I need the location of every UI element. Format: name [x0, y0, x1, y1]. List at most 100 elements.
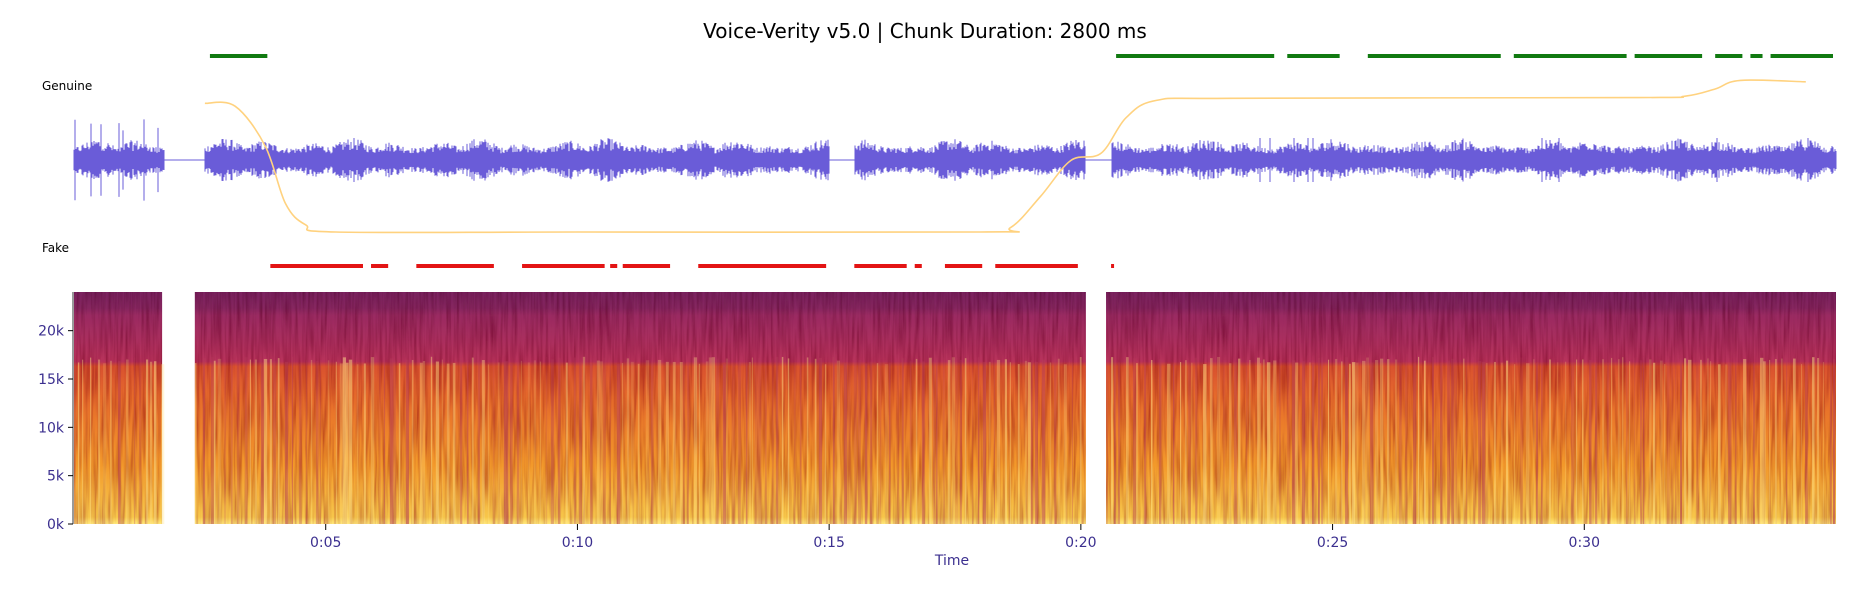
- fake-segment-bar: [995, 264, 1078, 268]
- spectrogram-streak: [422, 360, 426, 524]
- spectrogram-streak: [1793, 358, 1796, 524]
- fake-segment-bar: [622, 264, 671, 268]
- spectrogram-streak: [1185, 360, 1187, 524]
- spectrogram-streak: [1664, 364, 1666, 524]
- spectrogram-streak: [1466, 357, 1468, 524]
- spectrogram-streak: [1173, 364, 1175, 524]
- spectrogram-streak: [1292, 360, 1296, 524]
- spectrogram-streak: [363, 363, 366, 524]
- spectrogram-streak: [1238, 358, 1241, 524]
- spectrogram-streak: [405, 359, 409, 524]
- spectrogram-streak: [223, 362, 227, 524]
- spectrogram-streak: [1526, 363, 1530, 524]
- fake-segment-bar: [522, 264, 605, 268]
- spectrogram-streak: [1557, 362, 1559, 524]
- spectrogram-streak: [988, 361, 991, 524]
- spectrogram-streak: [857, 359, 861, 524]
- y-tick-label: 0k: [47, 517, 65, 533]
- spectrogram-streak: [1151, 360, 1153, 524]
- spectrogram-streak: [1309, 362, 1311, 524]
- spectrogram-streak: [194, 363, 197, 524]
- spectrogram-streak: [1345, 357, 1349, 524]
- spectrogram-streak: [1328, 359, 1330, 524]
- spectrogram-streak: [1273, 360, 1277, 524]
- spectrogram-streak: [824, 364, 827, 524]
- spectrogram-streak: [582, 356, 586, 524]
- spectrogram-streak: [1817, 357, 1820, 524]
- y-tick-label: 10k: [38, 420, 65, 436]
- spectrogram-streak: [230, 359, 233, 524]
- chart-title: Voice-Verity v5.0 | Chunk Duration: 2800…: [703, 19, 1147, 43]
- spectrogram-streak: [928, 357, 932, 524]
- fake-segment-bar: [371, 264, 389, 268]
- spectrogram-streak: [126, 359, 129, 524]
- spectrogram-streak: [1295, 362, 1299, 524]
- spectrogram-streak: [78, 362, 80, 524]
- spectrogram-streak: [698, 363, 701, 524]
- spectrogram-streak: [459, 357, 463, 524]
- spectrogram-streak: [139, 363, 142, 524]
- spectrogram-streak: [1707, 358, 1709, 524]
- spectrogram-streak: [737, 361, 742, 524]
- spectrogram-streak: [869, 361, 873, 524]
- spectrogram-streak: [1494, 361, 1496, 524]
- spectrogram-streak: [1688, 359, 1692, 524]
- spectrogram-streak: [446, 363, 450, 524]
- spectrogram-streak: [616, 364, 621, 524]
- spectrogram-streak: [596, 360, 600, 524]
- spectrogram-streak: [398, 363, 401, 524]
- spectrogram-streak: [1136, 363, 1138, 524]
- spectrogram-streak: [1649, 359, 1652, 524]
- spectrogram-streak: [693, 357, 698, 524]
- spectrogram-streak: [516, 361, 520, 524]
- spectrogram-streak: [954, 357, 959, 524]
- spectrogram-streak: [814, 358, 817, 524]
- genuine-segment-bar: [1634, 54, 1703, 58]
- spectrogram-streak: [1533, 359, 1535, 524]
- spectrogram-streak: [1118, 362, 1121, 524]
- spectrogram-streak: [1370, 362, 1374, 524]
- genuine-segment-bar: [1513, 54, 1627, 58]
- spectrogram-streak: [1133, 358, 1137, 524]
- spectrogram-streak: [679, 361, 683, 524]
- spectrogram-streak: [1653, 362, 1656, 524]
- spectrogram-streak: [315, 360, 319, 524]
- spectrogram-streak: [722, 364, 726, 524]
- spectrogram-streak: [787, 358, 790, 524]
- genuine-probability-line: [204, 79, 1806, 234]
- genuine-segment-bar: [1770, 54, 1833, 58]
- spectrogram-streak: [1781, 358, 1783, 524]
- spectrogram-streak: [1607, 362, 1610, 524]
- spectrogram-streak: [1451, 358, 1455, 524]
- spectrogram-streak: [202, 357, 206, 524]
- spectrogram-streak: [942, 357, 945, 524]
- spectrogram-streak: [686, 363, 689, 524]
- spectrogram-streak: [527, 362, 530, 524]
- spectrogram-streak: [1775, 358, 1777, 524]
- spectrogram-streak: [1753, 363, 1755, 524]
- spectrogram-streak: [419, 362, 423, 524]
- spectrogram-streak: [1514, 364, 1516, 524]
- spectrogram-streak: [1079, 357, 1082, 524]
- spectrogram-streak: [477, 361, 481, 524]
- spectrogram-streak: [1618, 359, 1620, 524]
- spectrogram-streak: [327, 360, 330, 524]
- spectrogram-streak: [550, 359, 554, 524]
- spectrogram-streak: [1718, 364, 1721, 524]
- spectrogram-streak: [1191, 362, 1193, 524]
- spectrogram-streak: [781, 356, 784, 524]
- spectrogram: [74, 292, 1836, 524]
- spectrogram-streak: [1030, 360, 1033, 524]
- spectrogram-streak: [298, 364, 302, 524]
- spectrogram-streak: [711, 357, 715, 524]
- spectrogram-streak: [1611, 357, 1613, 524]
- spectrogram-streak: [1024, 360, 1028, 524]
- spectrogram-streak: [901, 358, 904, 524]
- spectrogram-streak: [1830, 362, 1832, 524]
- spectrogram-streak: [864, 363, 868, 524]
- spectrogram-streak: [497, 362, 500, 524]
- spectrogram-streak: [533, 360, 537, 524]
- spectrogram-streak: [879, 362, 882, 524]
- y-tick-label: 5k: [47, 469, 65, 485]
